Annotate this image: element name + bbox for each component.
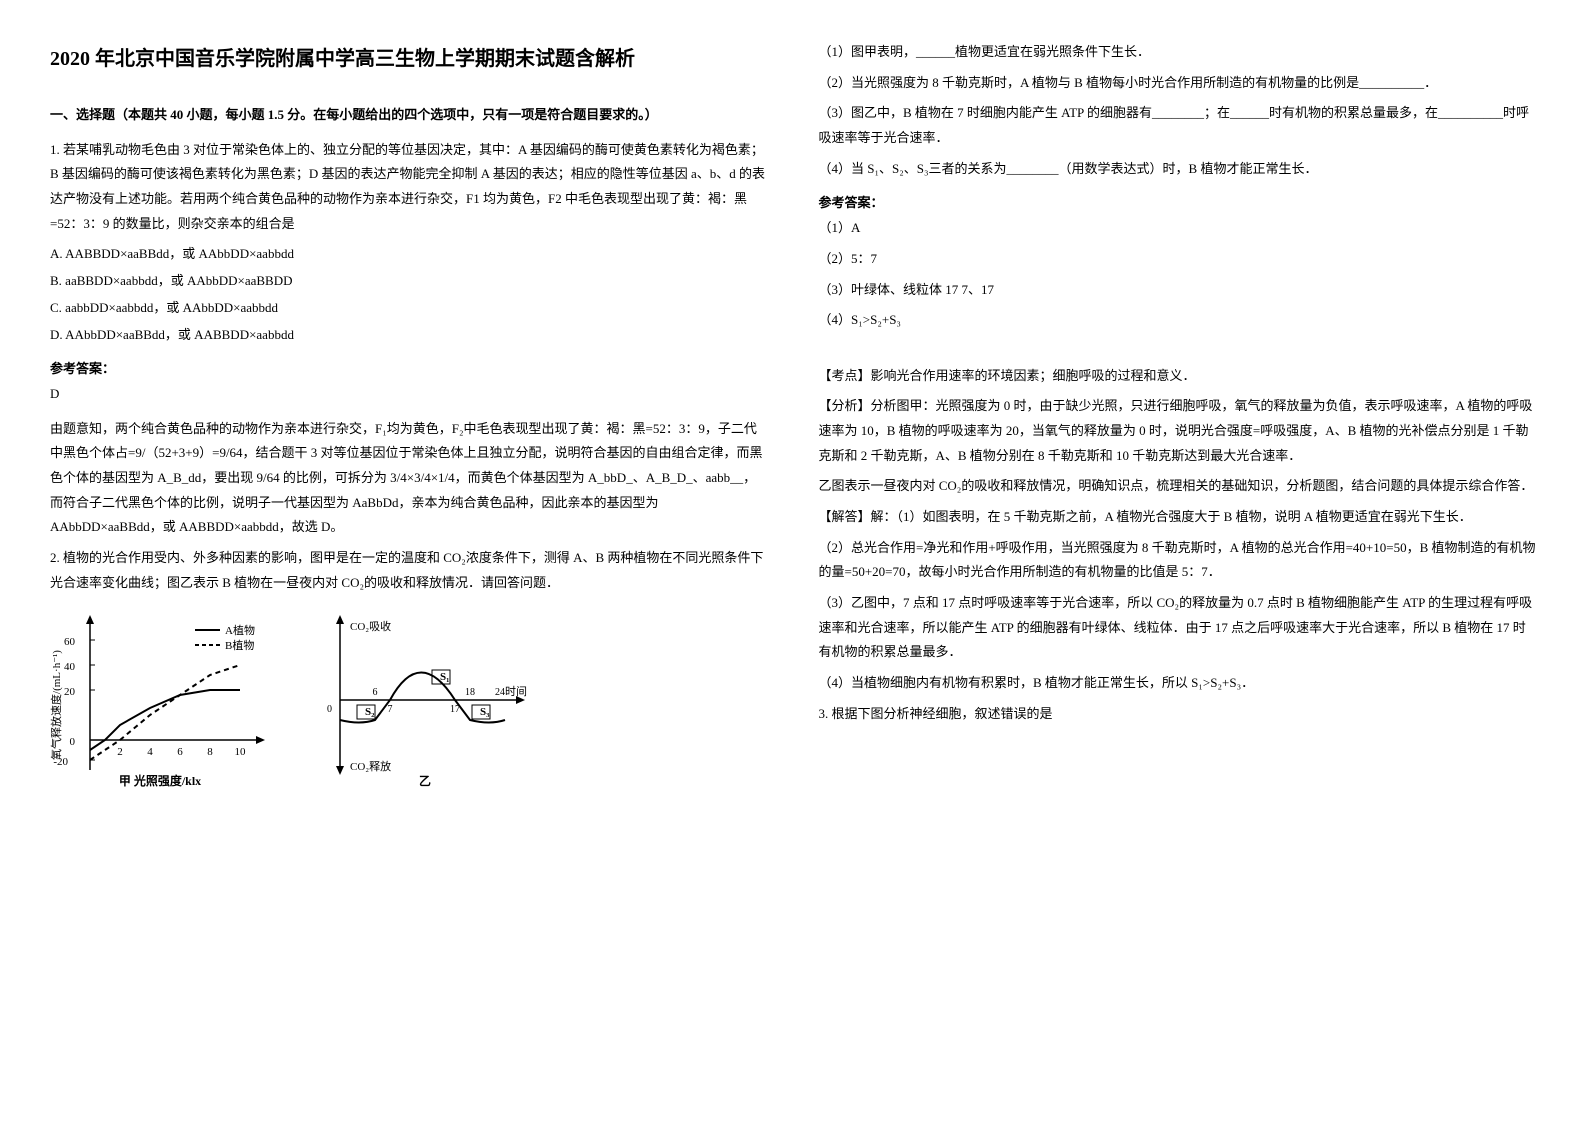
chart-yi: CO₂吸收 CO₂释放 时间 0 6 7 17 18 24 S₁ S₂ S₃	[310, 610, 540, 790]
q2-sub1: （1）图甲表明，______植物更适宜在弱光照条件下生长．	[819, 40, 1538, 65]
svg-text:A植物: A植物	[225, 623, 255, 637]
svg-text:6: 6	[373, 687, 378, 698]
q1-text: 1. 若某哺乳动物毛色由 3 对位于常染色体上的、独立分配的等位基因决定，其中：…	[50, 138, 769, 237]
q2-ans2: （2）5：7	[819, 247, 1538, 272]
svg-text:B植物: B植物	[225, 638, 254, 652]
svg-text:4: 4	[147, 746, 153, 758]
q2-analysis3: 乙图表示一昼夜内对 CO₂的吸收和释放情况，明确知识点，梳理相关的基础知识，分析…	[819, 474, 1538, 499]
document-title: 2020 年北京中国音乐学院附属中学高三生物上学期期末试题含解析	[50, 40, 769, 78]
svg-text:7: 7	[388, 704, 393, 715]
q2-explain1: 【解答】解：（1）如图表明，在 5 千勒克斯之前，A 植物光合强度大于 B 植物…	[819, 505, 1538, 530]
left-column: 2020 年北京中国音乐学院附属中学高三生物上学期期末试题含解析 一、选择题（本…	[50, 40, 769, 805]
svg-text:S₃: S₃	[480, 706, 490, 718]
q2-explain3: （3）乙图中，7 点和 17 点时呼吸速率等于光合速率，所以 CO₂的释放量为 …	[819, 591, 1538, 665]
q1-option-d: D. AAbbDD×aaBBdd，或 AABBDD×aabbdd	[50, 323, 769, 348]
svg-text:甲 光照强度/klx: 甲 光照强度/klx	[119, 773, 201, 788]
page-container: 2020 年北京中国音乐学院附属中学高三生物上学期期末试题含解析 一、选择题（本…	[50, 40, 1537, 805]
chart-jia: 60 40 20 0 -20 2 4 6 8 10	[50, 610, 280, 790]
svg-text:18: 18	[465, 687, 475, 698]
q2-answer-label: 参考答案：	[819, 191, 1538, 216]
svg-text:S₁: S₁	[440, 671, 449, 683]
q3-text: 3. 根据下图分析神经细胞，叙述错误的是	[819, 702, 1538, 727]
q2-explain2: （2）总光合作用=净光和作用+呼吸作用，当光照强度为 8 千勒克斯时，A 植物的…	[819, 536, 1538, 585]
svg-text:60: 60	[64, 636, 76, 648]
q2-sub3: （3）图乙中，B 植物在 7 时细胞内能产生 ATP 的细胞器有________…	[819, 101, 1538, 150]
q2-ans3: （3）叶绿体、线粒体 17 7、17	[819, 278, 1538, 303]
q1-option-a: A. AABBDD×aaBBdd，或 AAbbDD×aabbdd	[50, 242, 769, 267]
q2-sub2: （2）当光照强度为 8 千勒克斯时，A 植物与 B 植物每小时光合作用所制造的有…	[819, 71, 1538, 96]
svg-text:0: 0	[327, 704, 332, 715]
svg-text:CO₂释放: CO₂释放	[350, 759, 391, 773]
q1-answer: D	[50, 382, 769, 407]
svg-text:乙: 乙	[419, 774, 431, 788]
q2-explain4: （4）当植物细胞内有机物有积累时，B 植物才能正常生长，所以 S₁>S₂+S₃．	[819, 671, 1538, 696]
svg-text:24: 24	[495, 687, 505, 698]
q1-option-b: B. aaBBDD×aabbdd，或 AAbbDD×aaBBDD	[50, 269, 769, 294]
q2-ans4: （4）S₁>S₂+S₃	[819, 308, 1538, 333]
q2-ans1: （1）A	[819, 216, 1538, 241]
svg-text:6: 6	[177, 746, 183, 758]
svg-text:时间: 时间	[505, 685, 527, 698]
q2-analysis1: 【考点】影响光合作用速率的环境因素；细胞呼吸的过程和意义．	[819, 364, 1538, 389]
svg-text:10: 10	[235, 746, 247, 758]
q2-sub4: （4）当 S₁、S₂、S₃三者的关系为________（用数学表达式）时，B 植…	[819, 157, 1538, 182]
section-1-header: 一、选择题（本题共 40 小题，每小题 1.5 分。在每小题给出的四个选项中，只…	[50, 103, 769, 128]
svg-text:氧气释放速度/(mL·h⁻¹): 氧气释放速度/(mL·h⁻¹)	[50, 650, 63, 760]
q2-text: 2. 植物的光合作用受内、外多种因素的影响，图甲是在一定的温度和 CO₂浓度条件…	[50, 546, 769, 595]
q2-analysis2: 【分析】分析图甲：光照强度为 0 时，由于缺少光照，只进行细胞呼吸，氧气的释放量…	[819, 394, 1538, 468]
svg-text:8: 8	[207, 746, 213, 758]
svg-text:20: 20	[64, 686, 76, 698]
q1-option-c: C. aabbDD×aabbdd，或 AAbbDD×aabbdd	[50, 296, 769, 321]
svg-text:0: 0	[70, 736, 76, 748]
q1-answer-label: 参考答案：	[50, 357, 769, 382]
svg-text:CO₂吸收: CO₂吸收	[350, 619, 391, 633]
svg-text:2: 2	[117, 746, 123, 758]
q1-explanation: 由题意知，两个纯合黄色品种的动物作为亲本进行杂交，F₁均为黄色，F₂中毛色表现型…	[50, 417, 769, 540]
svg-text:S₂: S₂	[365, 706, 375, 718]
charts-container: 60 40 20 0 -20 2 4 6 8 10	[50, 610, 769, 790]
svg-text:40: 40	[64, 661, 76, 673]
right-column: （1）图甲表明，______植物更适宜在弱光照条件下生长． （2）当光照强度为 …	[819, 40, 1538, 805]
